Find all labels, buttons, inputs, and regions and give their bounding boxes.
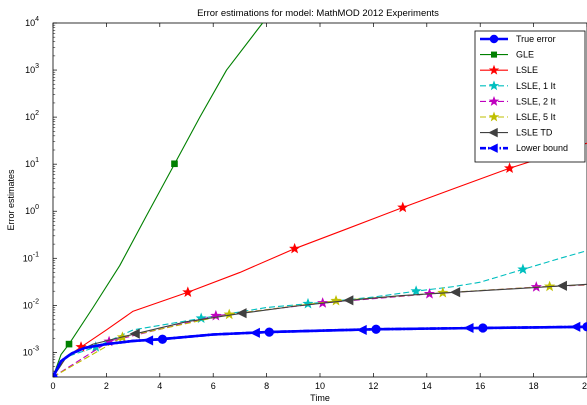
legend-item: LSLE, 5 It xyxy=(480,111,556,122)
triangle-left-marker xyxy=(556,280,567,291)
star-marker xyxy=(544,280,556,292)
star-marker xyxy=(488,80,500,91)
x-tick-label: 4 xyxy=(157,381,162,391)
star-marker xyxy=(517,263,529,275)
triangle-left-marker xyxy=(129,328,140,339)
star-marker xyxy=(488,95,500,106)
legend-label: GLE xyxy=(516,50,534,60)
y-tick-exponent: -3 xyxy=(33,345,39,352)
star-marker xyxy=(410,285,422,296)
circle-marker xyxy=(489,34,499,44)
triangle-left-marker xyxy=(450,287,461,298)
x-axis: 0 2 4 6 8 10 12 14 16 18 20 xyxy=(50,23,587,391)
series-line xyxy=(53,142,587,377)
star-marker xyxy=(437,286,449,298)
square-marker xyxy=(490,51,498,58)
star-marker xyxy=(330,294,342,306)
square-marker xyxy=(171,160,178,168)
triangle-left-marker xyxy=(236,308,247,319)
triangle-left-marker xyxy=(343,295,354,306)
legend-item: LSLE, 2 It xyxy=(480,95,556,106)
series-layer xyxy=(53,23,587,377)
star-marker xyxy=(488,64,500,75)
star-marker xyxy=(503,162,516,173)
x-tick-label: 10 xyxy=(315,381,325,391)
y-tick-exponent: 0 xyxy=(35,204,39,211)
star-marker xyxy=(210,309,222,321)
star-marker xyxy=(223,308,235,320)
series-gle xyxy=(53,23,264,377)
x-tick-label: 14 xyxy=(422,381,432,391)
x-tick-label: 0 xyxy=(50,381,55,391)
triangle-left-marker xyxy=(488,127,498,138)
star-marker xyxy=(182,286,194,297)
star-marker xyxy=(488,111,500,122)
x-tick-label: 8 xyxy=(264,381,269,391)
y-tick-exponent: 2 xyxy=(35,110,39,117)
legend-item: LSLE xyxy=(480,64,538,75)
series-lsle-td xyxy=(53,280,587,377)
legend-items: True error GLE LSLE LSLE, 1 It LSLE, 2 It LSL… xyxy=(480,34,568,153)
x-tick-label: 6 xyxy=(211,381,216,391)
legend-label: LSLE, 1 It xyxy=(516,81,556,91)
legend: True error GLE LSLE LSLE, 1 It LSLE, 2 It LSL… xyxy=(474,30,586,163)
y-tick-exponent: 1 xyxy=(35,157,39,164)
legend-item: Lower bound xyxy=(480,143,568,153)
y-tick-exponent: -2 xyxy=(33,298,39,305)
x-tick-label: 18 xyxy=(529,381,539,391)
legend-label: LSLE, 2 It xyxy=(516,96,556,106)
legend-label: Lower bound xyxy=(516,143,568,153)
legend-item: LSLE, 1 It xyxy=(480,80,556,91)
star-marker xyxy=(195,312,207,324)
legend-item: LSLE TD xyxy=(480,128,553,138)
x-tick-label: 2 xyxy=(104,381,109,391)
legend-item: GLE xyxy=(480,50,534,60)
y-tick-exponent: 4 xyxy=(35,16,39,23)
legend-label: LSLE TD xyxy=(516,128,553,138)
x-tick-label: 20 xyxy=(582,381,587,391)
star-marker xyxy=(530,281,542,292)
star-marker xyxy=(397,201,409,213)
y-tick-exponent: -1 xyxy=(33,251,39,258)
star-marker xyxy=(289,242,301,254)
legend-label: LSLE xyxy=(516,65,538,75)
triangle-left-marker xyxy=(143,335,154,346)
triangle-left-marker xyxy=(356,324,367,335)
series-line xyxy=(53,283,587,377)
y-tick-exponent: 3 xyxy=(35,63,39,70)
square-marker xyxy=(65,340,73,348)
series-line xyxy=(53,325,587,377)
triangle-left-marker xyxy=(488,143,498,153)
x-axis-title: Time xyxy=(310,393,330,403)
legend-item: True error xyxy=(480,34,556,44)
y-axis-title: Error estimates xyxy=(6,169,16,231)
star-marker xyxy=(302,297,314,309)
series-lsle xyxy=(53,142,587,377)
legend-label: LSLE, 5 It xyxy=(516,112,556,122)
chart-title: Error estimations for model: MathMOD 201… xyxy=(197,8,439,19)
series-line xyxy=(53,23,264,377)
triangle-left-marker xyxy=(463,322,474,334)
legend-label: True error xyxy=(516,34,556,44)
triangle-left-marker xyxy=(570,321,581,332)
series-lower-bound xyxy=(53,321,587,377)
x-tick-label: 12 xyxy=(368,381,378,391)
x-tick-label: 16 xyxy=(475,381,485,391)
triangle-left-marker xyxy=(249,327,260,338)
